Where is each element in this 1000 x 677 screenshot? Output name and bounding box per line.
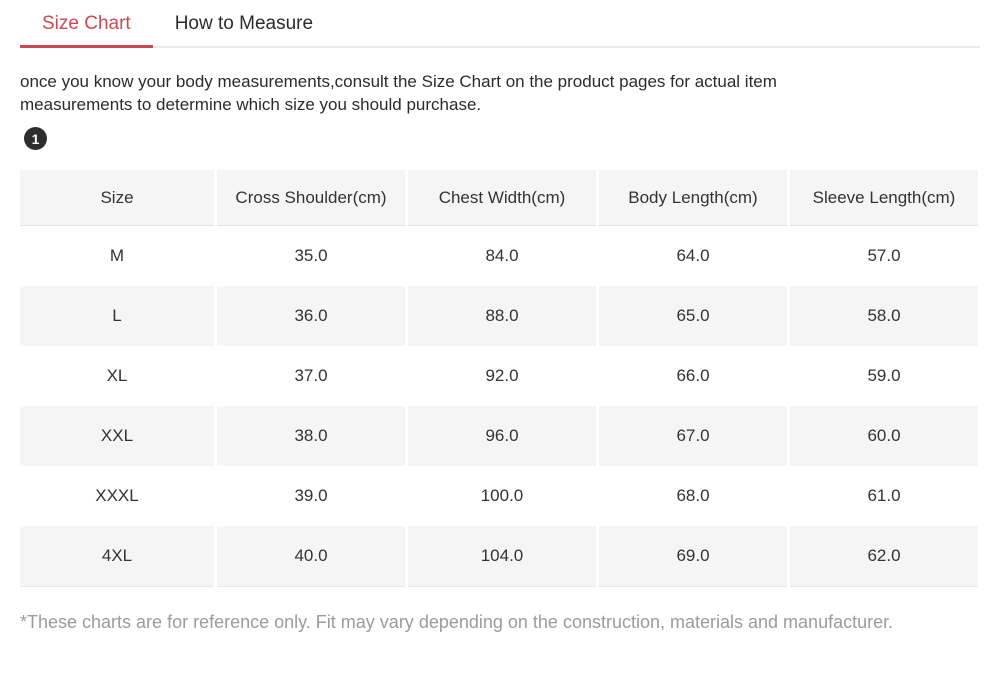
table-cell: XXXL (95, 486, 139, 505)
table-row: M 35.0 84.0 64.0 57.0 (20, 226, 978, 286)
table-cell: 62.0 (790, 526, 978, 587)
table-cell: 100.0 (480, 486, 524, 505)
table-cell: 66.0 (676, 366, 710, 385)
table-cell: 37.0 (294, 366, 328, 385)
table-cell: 38.0 (217, 406, 405, 466)
table-header-size: Size (20, 170, 214, 226)
table-cell: XL (106, 366, 128, 385)
table-cell: 35.0 (294, 246, 328, 265)
table-row: XL 37.0 92.0 66.0 59.0 (20, 346, 978, 406)
tab-bar: Size Chart How to Measure (20, 0, 980, 48)
table-cell: XXL (20, 406, 214, 466)
table-cell: 68.0 (676, 486, 710, 505)
tab-size-chart[interactable]: Size Chart (20, 0, 153, 48)
table-cell: 39.0 (294, 486, 328, 505)
table-header-body-length: Body Length(cm) (599, 170, 787, 226)
table-cell: M (109, 246, 125, 265)
table-row: 4XL 40.0 104.0 69.0 62.0 (20, 526, 978, 587)
table-cell: L (20, 286, 214, 346)
size-table: Size Cross Shoulder(cm) Chest Width(cm) … (20, 170, 978, 587)
table-row: XXL 38.0 96.0 67.0 60.0 (20, 406, 978, 466)
table-cell: 61.0 (867, 486, 901, 505)
table-header-row: Size Cross Shoulder(cm) Chest Width(cm) … (20, 170, 978, 226)
table-cell: 84.0 (485, 246, 519, 265)
table-header-sleeve-length: Sleeve Length(cm) (790, 170, 978, 226)
table-cell: 65.0 (599, 286, 787, 346)
table-cell: 57.0 (867, 246, 901, 265)
table-cell: 64.0 (676, 246, 710, 265)
table-cell: 96.0 (408, 406, 596, 466)
table-cell: 69.0 (599, 526, 787, 587)
table-cell: 36.0 (217, 286, 405, 346)
table-cell: 104.0 (408, 526, 596, 587)
table-cell: 40.0 (217, 526, 405, 587)
table-cell: 88.0 (408, 286, 596, 346)
step-1-badge: 1 (24, 127, 47, 150)
tab-how-to-measure[interactable]: How to Measure (174, 13, 314, 34)
table-cell: 4XL (20, 526, 214, 587)
table-cell: 59.0 (867, 366, 901, 385)
size-chart-page: Size Chart How to Measure once you know … (20, 0, 980, 632)
table-header-chest-width: Chest Width(cm) (408, 170, 596, 226)
table-cell: 60.0 (790, 406, 978, 466)
table-header-cross-shoulder: Cross Shoulder(cm) (217, 170, 405, 226)
table-row: L 36.0 88.0 65.0 58.0 (20, 286, 978, 346)
intro-text: once you know your body measurements,con… (20, 72, 777, 114)
reference-footnote: *These charts are for reference only. Fi… (20, 612, 894, 632)
table-cell: 67.0 (599, 406, 787, 466)
table-cell: 58.0 (790, 286, 978, 346)
table-row: XXXL 39.0 100.0 68.0 61.0 (20, 466, 978, 526)
table-cell: 92.0 (485, 366, 519, 385)
